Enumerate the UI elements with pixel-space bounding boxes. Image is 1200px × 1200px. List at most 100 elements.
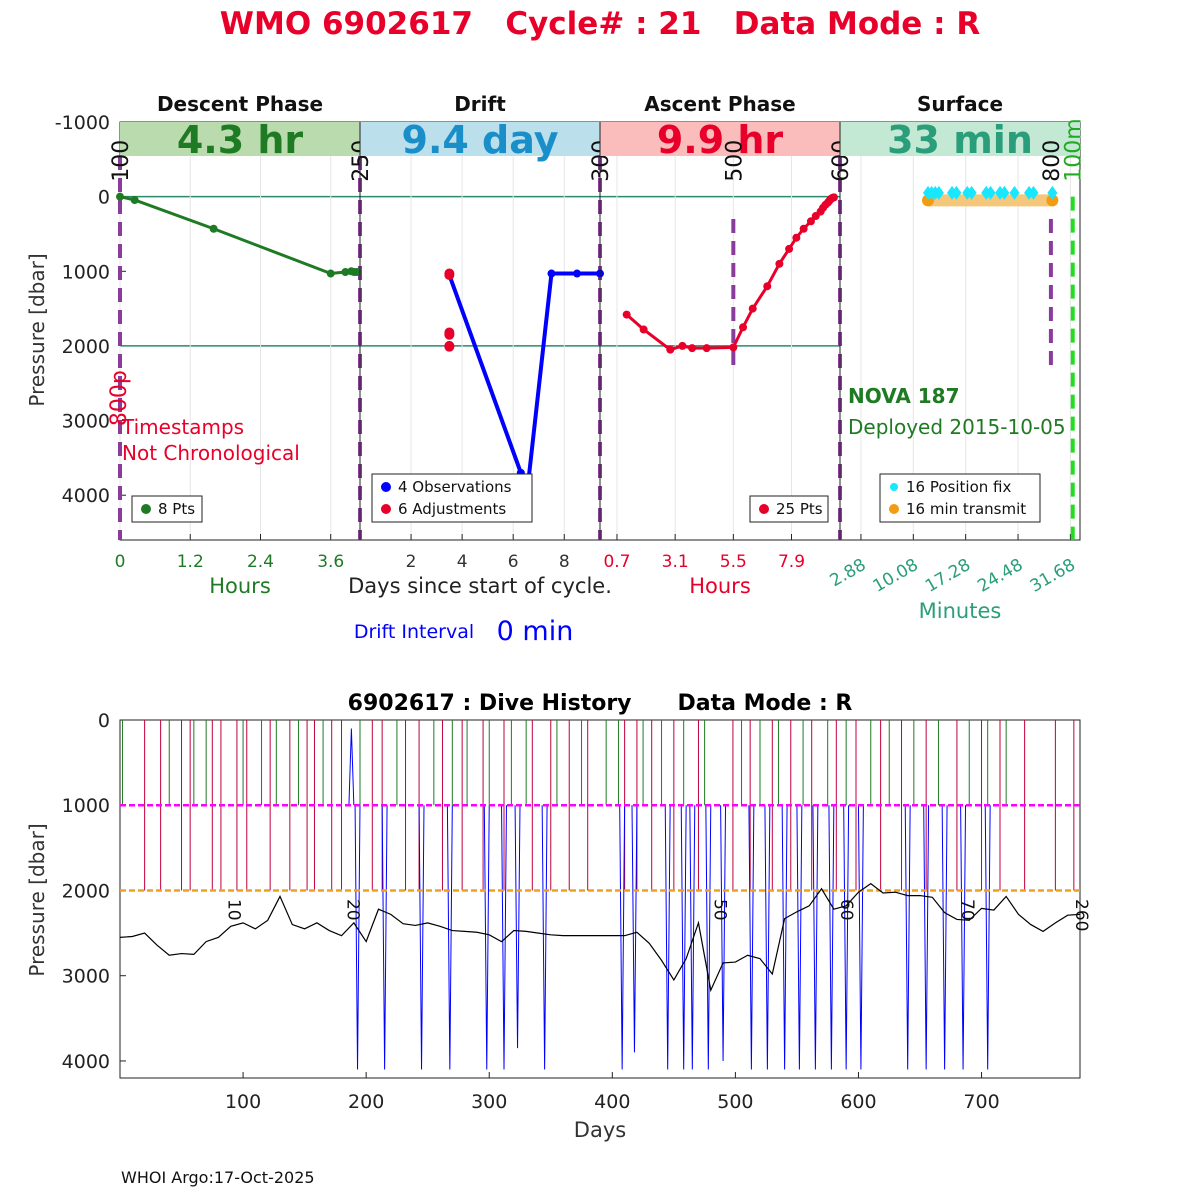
phase-legend-label: 16 Position fix bbox=[906, 478, 1011, 496]
phase-x-tick-label: 4 bbox=[457, 552, 468, 572]
drift-adjustment-point bbox=[444, 270, 455, 281]
phase-xlabel-ascent: Hours bbox=[689, 574, 751, 598]
phase-x-tick-label: 8 bbox=[559, 552, 570, 572]
dive-deep-excursion bbox=[984, 805, 991, 1070]
top-y-tick-label: -1000 bbox=[55, 112, 110, 134]
bottom-x-tick-label: 600 bbox=[840, 1091, 876, 1113]
phase-x-tick-label: 7.9 bbox=[778, 552, 805, 572]
phase-marker-label: 100m bbox=[1062, 118, 1087, 181]
dive-deep-excursion bbox=[812, 805, 819, 1070]
phase-data-point bbox=[775, 259, 784, 268]
phase-legend-label: 4 Observations bbox=[398, 478, 512, 496]
phase-data-point bbox=[622, 310, 631, 319]
deployment-date-note: Deployed 2015-10-05 bbox=[848, 415, 1066, 439]
phase-data-point bbox=[209, 224, 218, 233]
bottom-title: 6902617 : Dive History Data Mode : R bbox=[348, 691, 853, 716]
bottom-x-tick-label: 300 bbox=[471, 1091, 507, 1113]
dive-history-panel: 0 1000 2000 3000 4000 100 200 300 400 500 600 700 10… bbox=[62, 710, 1091, 1113]
chart-title: WMO 6902617 Cycle# : 21 Data Mode : R bbox=[220, 6, 981, 42]
phase-band-drift bbox=[360, 122, 600, 156]
phase-legend-label: 16 min transmit bbox=[906, 500, 1026, 518]
phase-x-tick-label: 2 bbox=[406, 552, 417, 572]
dive-deep-excursion bbox=[941, 805, 948, 1070]
dive-deep-excursion bbox=[748, 805, 755, 1070]
phase-x-tick-label: 6 bbox=[508, 552, 519, 572]
dive-deep-excursion bbox=[923, 805, 930, 1070]
descent-note-line2: Not Chronological bbox=[122, 441, 300, 465]
surface-position-fix bbox=[951, 185, 962, 200]
phase-title-descent: Descent Phase bbox=[157, 92, 323, 116]
surface-position-fix bbox=[1028, 185, 1039, 200]
phase-marker-label: 500 bbox=[722, 140, 747, 182]
bottom-pressure-line bbox=[119, 882, 1081, 993]
dive-deep-excursion bbox=[446, 805, 453, 1070]
bottom-ylabel: Pressure [dbar] bbox=[25, 823, 49, 976]
dive-deep-excursion bbox=[705, 805, 712, 1070]
phase-legend-marker bbox=[890, 483, 898, 491]
cycle-number-label: 10 bbox=[223, 899, 243, 921]
top-y-tick-label: 0 bbox=[98, 187, 110, 209]
phase-legend-marker bbox=[381, 504, 391, 514]
phase-x-tick-label: 5.5 bbox=[720, 552, 747, 572]
bottom-y-tick-label: 0 bbox=[98, 710, 110, 732]
drift-interval-label: Drift Interval bbox=[354, 621, 474, 643]
phase-x-tick-label: 2.88 bbox=[827, 555, 870, 591]
dive-deep-excursion bbox=[541, 805, 548, 1070]
phase-band-surface bbox=[840, 122, 1080, 156]
dive-deep-excursion bbox=[843, 805, 850, 1070]
phase-marker-label: 800 bbox=[1040, 140, 1065, 182]
phase-data-point bbox=[116, 192, 124, 201]
phase-x-tick-label: 17.28 bbox=[922, 555, 974, 597]
dive-deep-excursion bbox=[960, 805, 967, 1070]
phase-xlabel-descent: Hours bbox=[209, 574, 271, 598]
dive-deep-excursion bbox=[828, 805, 835, 1070]
phase-legend-label: 6 Adjustments bbox=[398, 500, 506, 518]
phase-data-point bbox=[639, 325, 648, 334]
dive-deep-excursion bbox=[664, 805, 671, 1070]
bottom-x-tick-label: 700 bbox=[963, 1091, 999, 1113]
dive-deep-excursion bbox=[619, 805, 626, 1070]
phase-data-point bbox=[739, 323, 748, 332]
phase-data-point bbox=[341, 268, 350, 277]
phase-data-point bbox=[326, 269, 335, 278]
phase-series-line-descent bbox=[119, 195, 358, 276]
bottom-xlabel: Days bbox=[574, 1118, 626, 1142]
top-y-tick-label: 3000 bbox=[62, 411, 110, 433]
drift-interval-value: 0 min bbox=[497, 616, 574, 647]
bottom-x-tick-label: 100 bbox=[225, 1091, 261, 1113]
dive-deep-excursion bbox=[904, 805, 911, 1070]
bottom-y-tick-label: 2000 bbox=[62, 880, 110, 902]
top-shared-xlabel: Days since start of cycle. bbox=[348, 574, 612, 598]
surface-position-fix bbox=[933, 185, 944, 200]
dive-deep-excursion bbox=[680, 805, 687, 1070]
phase-data-point bbox=[678, 341, 687, 350]
phase-xlabel-surface: Minutes bbox=[919, 599, 1002, 623]
surface-position-fix bbox=[985, 185, 996, 200]
phase-data-point bbox=[748, 304, 757, 313]
phase-legend-label: 25 Pts bbox=[776, 500, 823, 518]
phase-series-line-drift bbox=[447, 271, 600, 504]
dive-deep-excursion bbox=[354, 805, 361, 1070]
drift-adjustment-point bbox=[444, 341, 455, 352]
phase-legend-marker bbox=[141, 504, 151, 514]
bottom-y-tick-label: 4000 bbox=[62, 1051, 110, 1073]
phase-data-point bbox=[792, 233, 801, 242]
phase-data-point bbox=[829, 193, 838, 202]
dive-deep-excursion bbox=[781, 805, 788, 1070]
phase-legend-marker bbox=[889, 504, 899, 514]
phase-duration-surface: 33 min bbox=[887, 118, 1033, 162]
top-y-tick-label: 4000 bbox=[62, 485, 110, 507]
dive-deep-excursion bbox=[857, 805, 864, 1070]
bottom-x-tick-label: 200 bbox=[348, 1091, 384, 1113]
surface-position-fix bbox=[999, 185, 1010, 200]
phase-duration-descent: 4.3 hr bbox=[177, 118, 304, 162]
surface-position-fix bbox=[1047, 185, 1058, 200]
phase-data-point bbox=[666, 345, 675, 354]
phase-legend-marker bbox=[381, 482, 391, 492]
top-y-tick-label: 2000 bbox=[62, 336, 110, 358]
top-ylabel: Pressure [dbar] bbox=[25, 253, 49, 406]
dive-deep-excursion bbox=[483, 805, 490, 1070]
phase-title-surface: Surface bbox=[917, 92, 1003, 116]
